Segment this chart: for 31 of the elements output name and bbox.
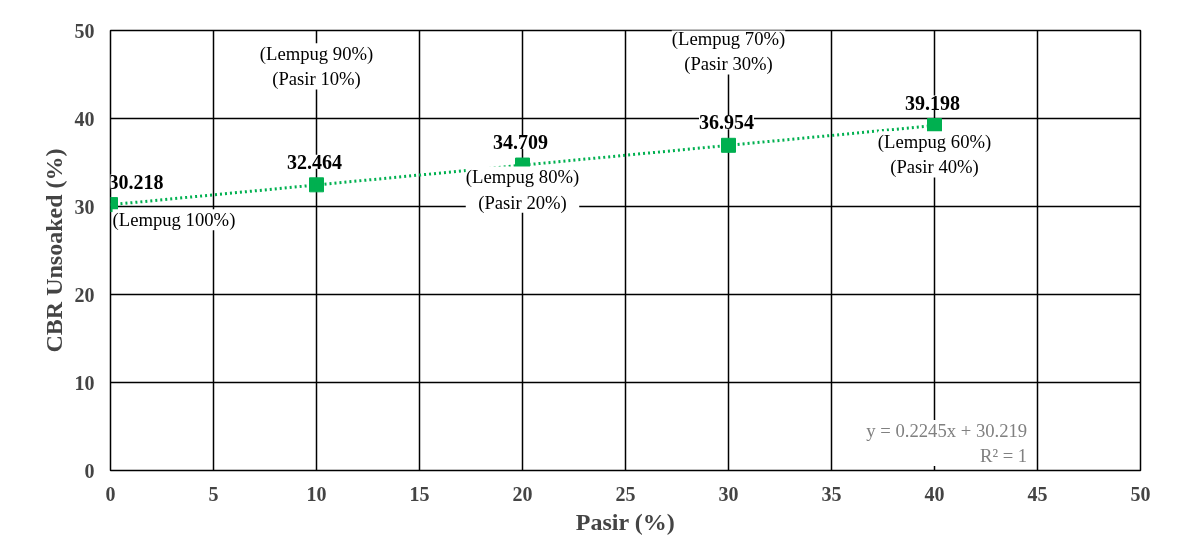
y-tick-label: 0 [84,459,95,482]
x-tick-label: 35 [821,482,842,505]
annotation: y = 0.2245x + 30.219 R² = 1 [866,419,1028,467]
annotation: (Lempug 80%) (Pasir 20%) [465,166,580,214]
y-tick-label: 40 [74,107,95,130]
data-label: 32.464 [287,150,342,173]
y-tick-label: 50 [74,19,95,42]
data-label: 34.709 [493,131,548,154]
annotation: (Lempug 60%) (Pasir 40%) [877,131,992,179]
x-tick-label: 25 [615,482,636,505]
x-tick-label: 45 [1027,482,1048,505]
annotation: (Lempug 100%) [112,209,236,232]
point [309,177,324,193]
y-tick-label: 10 [74,371,95,394]
x-tick-label: 10 [306,482,327,505]
x-tick-label: 40 [924,482,945,505]
x-tick-label: 5 [208,482,219,505]
y-axis-title: CBR Unsoaked (%) [40,148,67,353]
data-label: 36.954 [699,111,754,134]
annotation: (Lempug 90%) (Pasir 10%) [259,43,374,91]
data-label: 39.198 [905,91,960,114]
x-tick-label: 30 [718,482,739,505]
x-tick-label: 50 [1130,482,1151,505]
y-tick-label: 20 [74,283,95,306]
x-tick-label: 20 [512,482,533,505]
x-axis-title: Pasir (%) [575,508,675,535]
point [721,137,736,153]
y-tick-label: 30 [74,195,95,218]
x-tick-label: 15 [409,482,430,505]
annotation: (Lempug 70%) (Pasir 30%) [671,28,786,76]
x-tick-label: 0 [105,482,116,505]
